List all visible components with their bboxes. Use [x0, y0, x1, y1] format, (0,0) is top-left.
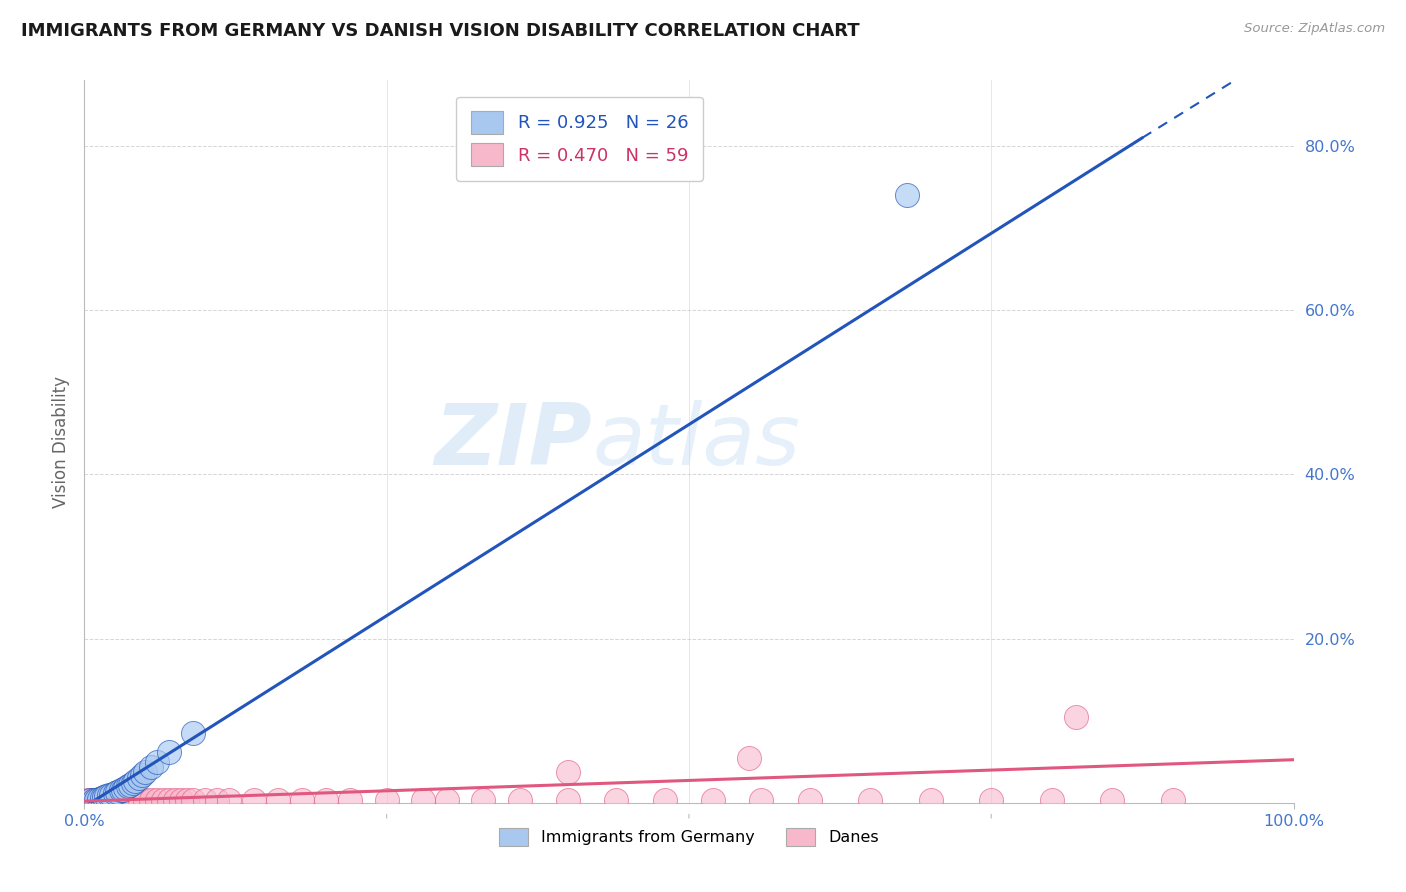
Point — [605, 793, 627, 807]
Point — [114, 780, 136, 795]
Point — [112, 793, 135, 807]
Point — [105, 785, 128, 799]
Point — [104, 786, 127, 800]
Point — [87, 791, 110, 805]
Point — [751, 793, 773, 807]
Point — [105, 793, 128, 807]
Point — [139, 760, 162, 774]
Point — [79, 793, 101, 807]
Text: IMMIGRANTS FROM GERMANY VS DANISH VISION DISABILITY CORRELATION CHART: IMMIGRANTS FROM GERMANY VS DANISH VISION… — [21, 22, 859, 40]
Point — [121, 793, 143, 807]
Point — [1161, 793, 1184, 807]
Point — [146, 793, 169, 807]
Point — [1040, 793, 1063, 807]
Point — [181, 793, 204, 807]
Point — [93, 790, 115, 805]
Point — [94, 793, 117, 807]
Point — [93, 793, 115, 807]
Point — [157, 793, 180, 807]
Point — [79, 793, 101, 807]
Point — [125, 793, 148, 807]
Point — [1101, 793, 1123, 807]
Point — [97, 793, 120, 807]
Point — [124, 774, 146, 789]
Point — [134, 793, 156, 807]
Point — [267, 793, 290, 807]
Point — [91, 793, 114, 807]
Point — [131, 768, 153, 782]
Point — [654, 793, 676, 807]
Point — [86, 793, 108, 807]
Text: atlas: atlas — [592, 400, 800, 483]
Point — [557, 764, 579, 779]
Point — [859, 793, 882, 807]
Point — [176, 793, 198, 807]
Point — [799, 793, 821, 807]
Point — [112, 782, 135, 797]
Text: Source: ZipAtlas.com: Source: ZipAtlas.com — [1244, 22, 1385, 36]
Point — [436, 793, 458, 807]
Point — [86, 792, 108, 806]
Point — [139, 793, 162, 807]
Point — [110, 793, 132, 807]
Point — [120, 778, 142, 792]
Point — [89, 793, 111, 807]
Point — [146, 755, 169, 769]
Point — [980, 793, 1002, 807]
Point — [83, 793, 105, 807]
Point — [87, 793, 110, 807]
Point — [242, 793, 264, 807]
Point — [82, 793, 104, 807]
Point — [896, 188, 918, 202]
Point — [120, 793, 142, 807]
Point — [207, 793, 229, 807]
Point — [117, 780, 139, 794]
Point — [194, 793, 217, 807]
Text: ZIP: ZIP — [434, 400, 592, 483]
Point — [104, 793, 127, 807]
Point — [509, 793, 531, 807]
Point — [557, 793, 579, 807]
Point — [128, 771, 150, 785]
Point — [152, 793, 174, 807]
Point — [315, 793, 337, 807]
Point — [100, 793, 122, 807]
Point — [100, 788, 122, 802]
Point — [121, 776, 143, 790]
Point — [412, 793, 434, 807]
Point — [91, 790, 114, 805]
Point — [77, 793, 100, 807]
Point — [83, 793, 105, 807]
Point — [110, 783, 132, 797]
Point — [115, 793, 138, 807]
Legend: Immigrants from Germany, Danes: Immigrants from Germany, Danes — [494, 822, 884, 853]
Point — [94, 789, 117, 804]
Point — [165, 793, 187, 807]
Point — [86, 792, 108, 806]
Point — [920, 793, 942, 807]
Point — [134, 764, 156, 779]
Point — [339, 793, 361, 807]
Point — [181, 726, 204, 740]
Point — [738, 750, 761, 764]
Point — [97, 789, 120, 803]
Point — [129, 793, 152, 807]
Point — [1064, 709, 1087, 723]
Point — [218, 793, 240, 807]
Point — [170, 793, 193, 807]
Y-axis label: Vision Disability: Vision Disability — [52, 376, 70, 508]
Point — [157, 745, 180, 759]
Point — [702, 793, 724, 807]
Point — [375, 793, 398, 807]
Point — [472, 793, 495, 807]
Point — [291, 793, 314, 807]
